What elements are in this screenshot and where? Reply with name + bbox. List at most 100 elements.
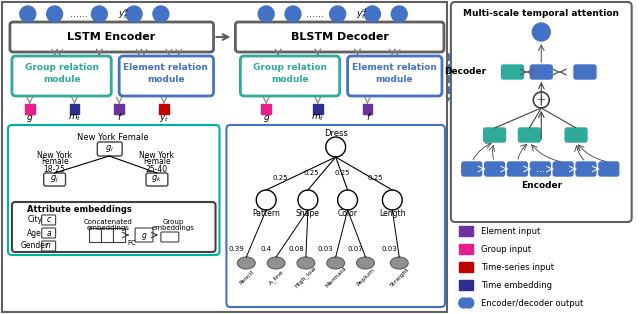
- Text: $g_j$: $g_j$: [50, 173, 59, 185]
- Text: FC: FC: [128, 240, 136, 246]
- Text: New York: New York: [37, 150, 72, 160]
- Text: Element relation: Element relation: [352, 63, 436, 73]
- Text: 0.25: 0.25: [303, 170, 319, 176]
- Circle shape: [532, 23, 550, 41]
- FancyBboxPatch shape: [531, 162, 550, 176]
- Text: $y_t^d$: $y_t^d$: [356, 7, 369, 21]
- FancyBboxPatch shape: [576, 162, 596, 176]
- Bar: [362, 104, 372, 114]
- Circle shape: [365, 6, 380, 22]
- Bar: [25, 104, 35, 114]
- FancyBboxPatch shape: [8, 125, 220, 255]
- Text: Pattern: Pattern: [252, 209, 280, 219]
- Circle shape: [382, 190, 402, 210]
- FancyBboxPatch shape: [565, 128, 587, 142]
- Text: module: module: [271, 75, 309, 84]
- FancyBboxPatch shape: [10, 22, 214, 52]
- Text: f: f: [118, 113, 121, 122]
- Text: 0.25: 0.25: [367, 175, 383, 181]
- Text: embeddings: embeddings: [87, 225, 130, 231]
- Text: Shape: Shape: [296, 209, 320, 219]
- Circle shape: [92, 6, 108, 22]
- Text: 25-40: 25-40: [146, 165, 168, 174]
- Circle shape: [330, 6, 346, 22]
- Text: Element input: Element input: [481, 226, 540, 236]
- Circle shape: [464, 298, 474, 308]
- Text: Time-series input: Time-series input: [481, 263, 554, 272]
- Text: Concatenated: Concatenated: [84, 219, 132, 225]
- Bar: [459, 262, 473, 272]
- Text: $m_t$: $m_t$: [311, 113, 324, 123]
- FancyBboxPatch shape: [119, 56, 214, 96]
- Circle shape: [20, 6, 36, 22]
- FancyBboxPatch shape: [42, 241, 56, 251]
- Bar: [113, 228, 125, 242]
- Text: City: City: [27, 215, 42, 225]
- FancyBboxPatch shape: [574, 65, 596, 79]
- Text: embeddings: embeddings: [152, 225, 195, 231]
- Text: A_line: A_line: [268, 268, 285, 286]
- Circle shape: [258, 6, 274, 22]
- Circle shape: [298, 190, 318, 210]
- Text: $g_i$: $g_i$: [105, 143, 114, 154]
- Text: 0.25: 0.25: [335, 170, 350, 176]
- FancyBboxPatch shape: [146, 173, 168, 186]
- Text: Decoder: Decoder: [445, 68, 486, 77]
- Text: Age: Age: [28, 229, 42, 237]
- Bar: [114, 104, 124, 114]
- FancyBboxPatch shape: [42, 228, 56, 238]
- Text: module: module: [376, 75, 413, 84]
- Text: n: n: [46, 241, 51, 251]
- FancyBboxPatch shape: [518, 128, 540, 142]
- Circle shape: [126, 6, 142, 22]
- Text: New York: New York: [140, 150, 175, 160]
- Text: New York Female: New York Female: [77, 133, 149, 142]
- Text: ...: ...: [536, 164, 545, 174]
- Text: Peplum: Peplum: [356, 267, 376, 287]
- FancyBboxPatch shape: [599, 162, 619, 176]
- Text: High_low: High_low: [294, 265, 318, 289]
- FancyBboxPatch shape: [12, 202, 216, 252]
- Text: BLSTM Decoder: BLSTM Decoder: [291, 32, 388, 42]
- Circle shape: [47, 6, 63, 22]
- Bar: [459, 244, 473, 254]
- Bar: [101, 228, 113, 242]
- Text: Length: Length: [379, 209, 406, 219]
- Ellipse shape: [297, 257, 315, 269]
- Text: Female: Female: [41, 158, 68, 166]
- Text: Female: Female: [143, 158, 171, 166]
- Text: $g_k$: $g_k$: [152, 174, 163, 185]
- Text: 0.07: 0.07: [348, 246, 364, 252]
- Text: c: c: [47, 215, 51, 225]
- FancyBboxPatch shape: [236, 22, 444, 52]
- FancyBboxPatch shape: [12, 56, 111, 96]
- Text: 0.03: 0.03: [318, 246, 333, 252]
- FancyBboxPatch shape: [348, 56, 442, 96]
- Text: Straight: Straight: [388, 266, 410, 288]
- Text: +: +: [536, 95, 546, 105]
- Text: ...: ...: [507, 130, 516, 140]
- Circle shape: [533, 92, 549, 108]
- FancyBboxPatch shape: [42, 215, 56, 225]
- Circle shape: [459, 298, 468, 308]
- Bar: [90, 228, 101, 242]
- Text: LSTM Encoder: LSTM Encoder: [67, 32, 156, 42]
- Bar: [459, 280, 473, 290]
- FancyBboxPatch shape: [227, 125, 445, 307]
- FancyBboxPatch shape: [508, 162, 527, 176]
- Text: Element relation: Element relation: [124, 63, 208, 73]
- Ellipse shape: [356, 257, 374, 269]
- Text: Mermaid: Mermaid: [324, 266, 347, 289]
- Bar: [459, 226, 473, 236]
- Text: module: module: [43, 75, 81, 84]
- Text: ......: ......: [306, 9, 324, 19]
- Text: Group relation: Group relation: [24, 63, 99, 73]
- Circle shape: [285, 6, 301, 22]
- Text: f: f: [366, 113, 369, 122]
- Text: Encoder/decoder output: Encoder/decoder output: [481, 299, 583, 307]
- Text: Group: Group: [162, 219, 184, 225]
- Bar: [313, 104, 323, 114]
- FancyBboxPatch shape: [135, 228, 153, 242]
- FancyBboxPatch shape: [484, 162, 504, 176]
- Text: Attribute embeddings: Attribute embeddings: [27, 205, 132, 214]
